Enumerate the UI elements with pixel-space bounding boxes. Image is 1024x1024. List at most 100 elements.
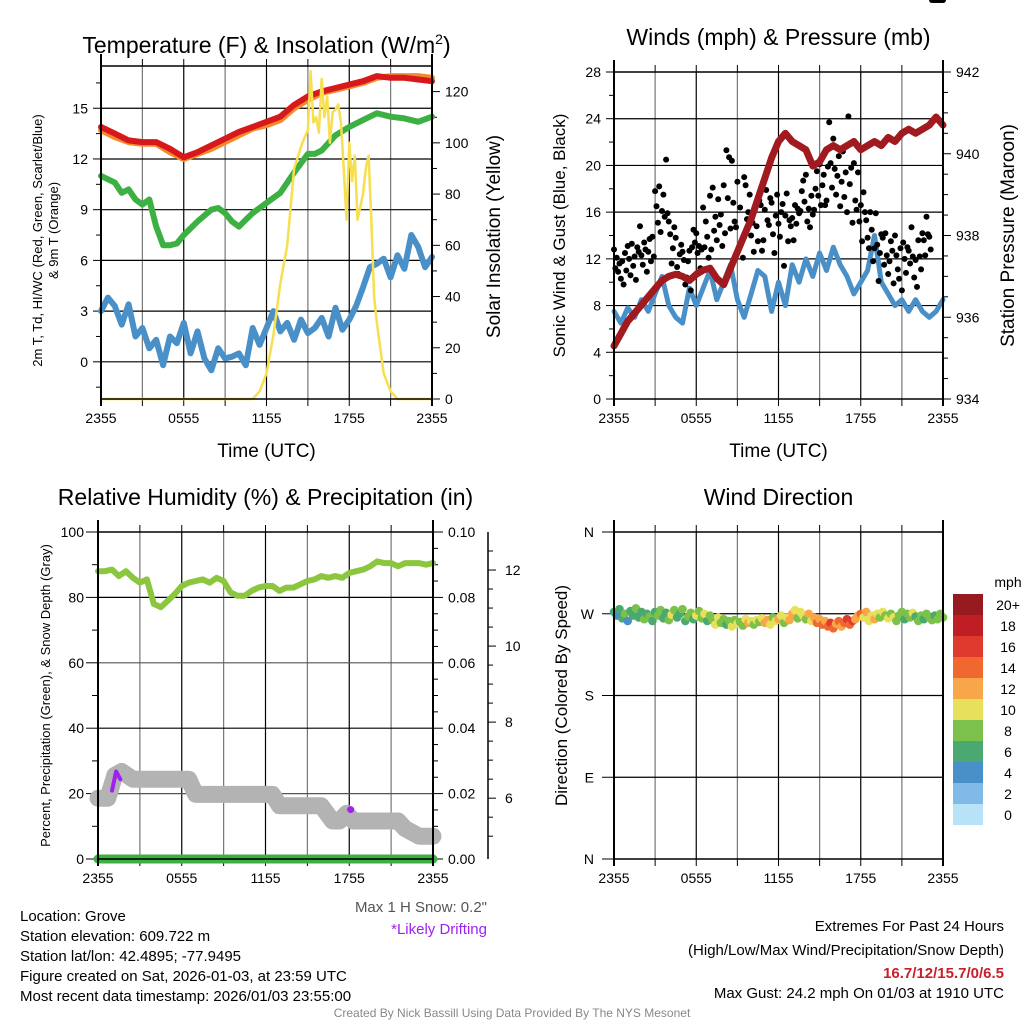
gust-point [793, 220, 800, 227]
gust-point [893, 252, 900, 259]
y-tick-label: 6 [80, 252, 88, 268]
y-tick-label: 40 [68, 720, 84, 736]
y3-tick-label: 10 [505, 638, 521, 654]
y2-tick-label: 0.04 [448, 720, 475, 736]
gust-point [653, 203, 660, 210]
y-tick-label: 80 [68, 589, 84, 605]
gust-point [719, 243, 726, 249]
gust-point [639, 261, 646, 268]
series-station-pressure [610, 113, 947, 350]
y2-tick-label: 0.02 [448, 786, 475, 802]
chart-title: Winds (mph) & Pressure (mb) [626, 24, 930, 50]
credit-label: Created By Nick Bassill Using Data Provi… [333, 1006, 691, 1020]
title-end: ) [443, 32, 451, 58]
gust-point [867, 209, 874, 216]
colorbar-label: 20+ [996, 597, 1020, 613]
gust-point [750, 248, 757, 255]
gust-point [623, 267, 630, 274]
gust-point [628, 240, 635, 247]
gust-point [841, 194, 848, 200]
gust-point [717, 211, 724, 218]
drifting-label: *Likely Drifting [391, 921, 487, 938]
gust-point [870, 258, 877, 265]
y2-tick-label: 934 [956, 391, 980, 407]
gust-point [645, 248, 652, 255]
y-tick-label: 20 [585, 157, 601, 173]
colorbar-label: 14 [1000, 660, 1016, 676]
gust-point [643, 268, 650, 275]
winds-chart: Winds (mph) & Pressure (mb) 2355 0555 1155 1… [550, 0, 1019, 462]
gust-point [802, 171, 809, 178]
gust-point [620, 281, 627, 288]
y-axis-label: Sonic Wind & Gust (Blue, Black) [550, 114, 569, 358]
gust-point [702, 218, 709, 225]
gust-point [768, 199, 775, 206]
colorbar-swatch [953, 720, 983, 741]
gust-point [926, 233, 933, 240]
gust-point [753, 223, 760, 230]
x-tick-label: 2355 [927, 410, 958, 426]
gust-point [896, 275, 903, 282]
gust-point [811, 206, 818, 213]
y2-axis-label: Station Pressure (Maroon) [998, 124, 1019, 347]
gust-point [887, 238, 894, 245]
gust-point [617, 275, 624, 282]
y-axis-label: Direction (Colored By Speed) [552, 585, 571, 806]
gust-point [883, 252, 890, 259]
gust-point [798, 188, 805, 195]
gust-point [622, 250, 628, 256]
gust-point [785, 238, 792, 245]
gust-point [842, 169, 849, 176]
colorbar-label: 18 [1000, 618, 1016, 634]
gust-point [853, 206, 860, 213]
x-axis-label: Time (UTC) [729, 441, 828, 462]
gust-point [672, 234, 679, 241]
gust-point [770, 231, 776, 238]
x-tick-label: 0555 [168, 410, 199, 426]
y2-tick-label: 80 [445, 186, 461, 202]
gust-point [866, 245, 872, 252]
gust-point [668, 260, 675, 267]
gust-point [837, 203, 844, 210]
colorbar-swatch [953, 804, 983, 825]
gust-point [781, 262, 787, 269]
gust-point [759, 247, 765, 254]
y3-tick-label: 12 [505, 562, 521, 578]
gust-point [879, 234, 886, 241]
y3-tick-label: 6 [505, 790, 513, 806]
series-hi-wc [98, 232, 435, 374]
x-tick-label: 1755 [334, 870, 365, 886]
gust-point [716, 222, 723, 228]
gust-point [813, 168, 820, 175]
gust-point [634, 244, 641, 251]
y2-tick-label: 938 [956, 228, 980, 244]
gust-point [626, 255, 633, 262]
gust-point [860, 189, 867, 196]
gust-point [648, 258, 654, 265]
gust-point [900, 239, 907, 246]
y-tick-label: 100 [61, 524, 85, 540]
gust-point [881, 261, 888, 268]
gust-point [723, 147, 730, 154]
max-snow-label: Max 1 H Snow: 0.2" [354, 899, 487, 916]
y-tick-label: 8 [593, 298, 601, 314]
direction-point [623, 616, 632, 626]
gust-point [807, 224, 813, 231]
gust-point [818, 202, 824, 209]
direction-point [678, 604, 687, 614]
gust-point [914, 283, 920, 290]
gust-point [827, 160, 834, 167]
gust-point [835, 153, 842, 160]
gust-point [720, 182, 727, 189]
gust-point [613, 254, 620, 261]
gust-point [920, 237, 927, 244]
gust-point [654, 219, 661, 226]
gust-point [819, 182, 826, 189]
gust-point [852, 197, 859, 204]
gust-point [637, 223, 643, 230]
colorbar-swatch [953, 657, 983, 678]
y2-tick-label: 120 [445, 84, 469, 100]
gust-point [804, 218, 811, 225]
colorbar-swatch [953, 783, 983, 804]
